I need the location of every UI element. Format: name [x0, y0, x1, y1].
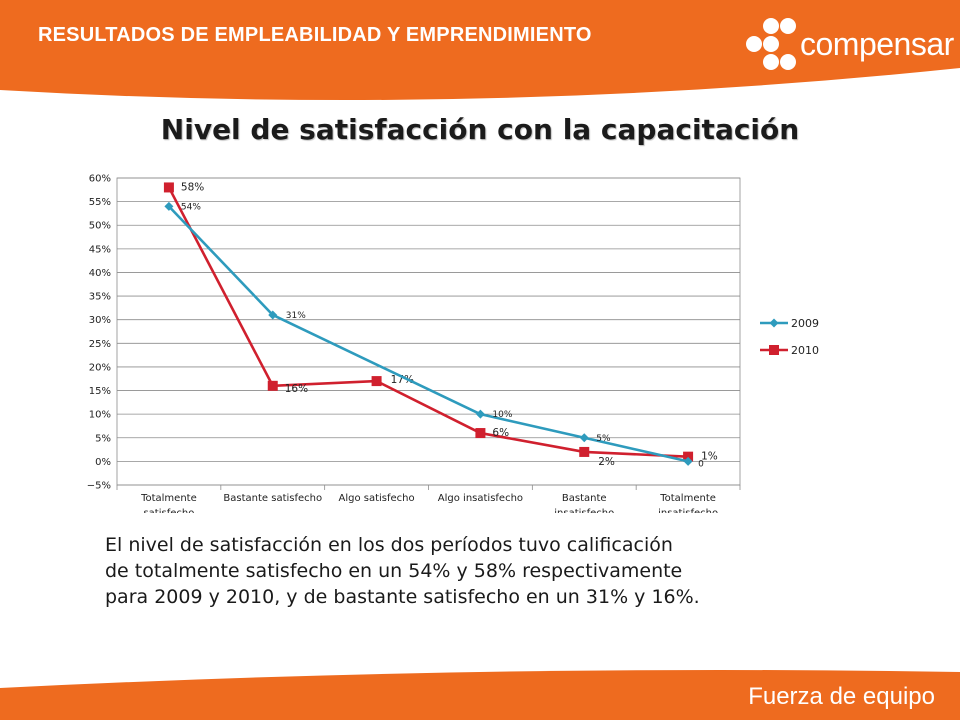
x-tick-label: satisfecho	[143, 508, 194, 513]
y-tick-label: 30%	[89, 315, 111, 326]
y-tick-label: 45%	[89, 244, 111, 255]
y-tick-label: 60%	[89, 174, 111, 185]
legend-marker-2009	[769, 318, 779, 328]
y-tick-label: 15%	[89, 386, 111, 397]
data-label-2009: 10%	[492, 410, 512, 420]
data-point-2009	[268, 310, 278, 320]
compensar-logo: compensar	[745, 16, 954, 76]
header-band	[0, 0, 960, 101]
data-label-2009: 54%	[181, 202, 201, 212]
y-tick-label: 5%	[95, 433, 111, 444]
y-tick-label: 50%	[89, 221, 111, 232]
legend-label-2009: 2009	[791, 317, 819, 330]
caption-line: El nivel de satisfacción en los dos perí…	[105, 534, 673, 556]
x-tick-label: Totalmente	[659, 493, 716, 504]
data-label-2009: 0	[698, 459, 704, 469]
chart-gridlines	[117, 177, 740, 486]
y-tick-label: −5%	[87, 481, 111, 492]
legend-label-2010: 2010	[791, 344, 819, 357]
caption-line: de totalmente satisfecho en un 54% y 58%…	[105, 560, 683, 582]
y-tick-label: 25%	[89, 339, 111, 350]
chart-series: 58% 16% 17% 6% 2% 1% 54% 31% 10% 5% 0	[163, 181, 718, 469]
x-tick-label: insatisfecho	[658, 508, 718, 513]
y-tick-label: 40%	[89, 268, 111, 279]
data-label-2010: 2%	[598, 456, 615, 468]
data-point-2010	[371, 376, 382, 387]
chart-axes: −5% 0% 5% 10% 15% 20% 25% 30% 35% 40% 45% 50% 55% 60%…	[87, 174, 741, 513]
data-point-2010	[267, 380, 278, 391]
x-tick-label: Totalmente	[140, 493, 197, 504]
x-tick-label: Algo satisfecho	[339, 493, 415, 504]
data-label-2009: 5%	[596, 434, 611, 444]
legend-marker-2010	[769, 345, 779, 355]
data-point-2010	[579, 446, 590, 457]
y-tick-label: 0%	[95, 457, 111, 468]
x-tick-label: Bastante	[562, 493, 607, 504]
data-label-2010: 17%	[391, 374, 414, 386]
data-point-2009	[683, 456, 693, 466]
footer-band	[0, 670, 960, 720]
data-point-2010	[163, 182, 174, 193]
slide-caption: El nivel de satisfacción en los dos perí…	[105, 532, 865, 610]
data-point-2010	[475, 428, 486, 439]
data-label-2010: 1%	[701, 451, 718, 463]
caption-line: para 2009 y 2010, y de bastante satisfec…	[105, 586, 700, 608]
data-point-2009	[164, 201, 174, 211]
data-point-2009	[475, 409, 485, 419]
data-point-2009	[579, 433, 589, 443]
y-tick-label: 55%	[89, 197, 111, 208]
data-label-2009: 31%	[286, 311, 306, 321]
logo-text: compensar	[800, 26, 954, 62]
x-tick-label: insatisfecho	[554, 508, 614, 513]
y-tick-label: 35%	[89, 292, 111, 303]
x-tick-label: Algo insatisfecho	[438, 493, 523, 504]
data-label-2010: 58%	[181, 181, 204, 193]
slide-title: Nivel de satisfacción con la capacitació…	[160, 113, 800, 146]
data-label-2010: 16%	[285, 383, 308, 395]
plot-area	[116, 177, 741, 486]
data-label-2010: 6%	[492, 427, 509, 439]
chart-legend: 2009 2010	[760, 317, 819, 357]
footer-slogan: Fuerza de equipo	[748, 683, 935, 710]
header-title: RESULTADOS DE EMPLEABILIDAD Y EMPRENDIMI…	[38, 24, 592, 46]
y-tick-label: 20%	[89, 362, 111, 373]
data-point-2010	[683, 451, 694, 462]
logo-dots-icon	[746, 18, 796, 70]
x-tick-label: Bastante satisfecho	[223, 493, 322, 504]
series-line-2010	[167, 186, 689, 458]
satisfaction-line-chart: −5% 0% 5% 10% 15% 20% 25% 30% 35% 40% 45% 50% 55% 60%…	[87, 174, 819, 514]
y-tick-label: 10%	[89, 410, 111, 421]
